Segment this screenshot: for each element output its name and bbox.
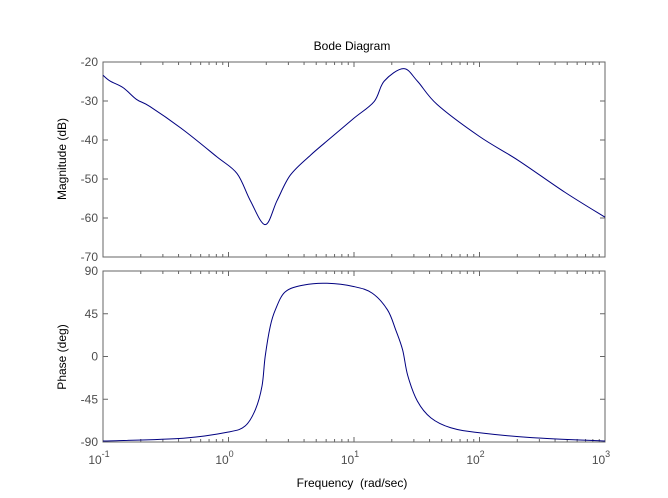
magnitude-curve bbox=[102, 68, 606, 226]
phase-y-tick-label: 0 bbox=[91, 350, 98, 364]
phase-y-tick-label: -45 bbox=[81, 392, 99, 406]
frequency-xlabel: Frequency (rad/sec) bbox=[297, 476, 408, 490]
phase-x-tick-label: 103 bbox=[592, 449, 610, 467]
phase-y-tick-label: 90 bbox=[85, 264, 99, 278]
phase-x-tick-label: 100 bbox=[215, 449, 233, 467]
phase-ylabel: Phase (deg) bbox=[55, 324, 69, 389]
magnitude-ylabel: Magnitude (dB) bbox=[55, 118, 69, 200]
phase-x-tick-label: 10-1 bbox=[88, 449, 109, 467]
magnitude-y-tick-label: -70 bbox=[81, 250, 99, 264]
phase-y-tick-label: 45 bbox=[85, 307, 99, 321]
phase-x-tick-label: 102 bbox=[466, 449, 484, 467]
chart-title: Bode Diagram bbox=[314, 39, 391, 53]
magnitude-y-tick-label: -20 bbox=[81, 55, 99, 69]
magnitude-y-tick-label: -40 bbox=[81, 133, 99, 147]
magnitude-plot-box bbox=[102, 61, 606, 258]
magnitude-y-tick-label: -50 bbox=[81, 172, 99, 186]
magnitude-y-tick-label: -60 bbox=[81, 211, 99, 225]
phase-y-tick-label: -90 bbox=[81, 435, 99, 449]
phase-x-tick-label: 101 bbox=[341, 449, 359, 467]
phase-curve bbox=[102, 282, 606, 442]
phase-plot-box bbox=[102, 270, 606, 443]
magnitude-y-tick-label: -30 bbox=[81, 94, 99, 108]
magnitude-axes: -20 -30 -40 -50 -60 -70 bbox=[81, 55, 606, 264]
